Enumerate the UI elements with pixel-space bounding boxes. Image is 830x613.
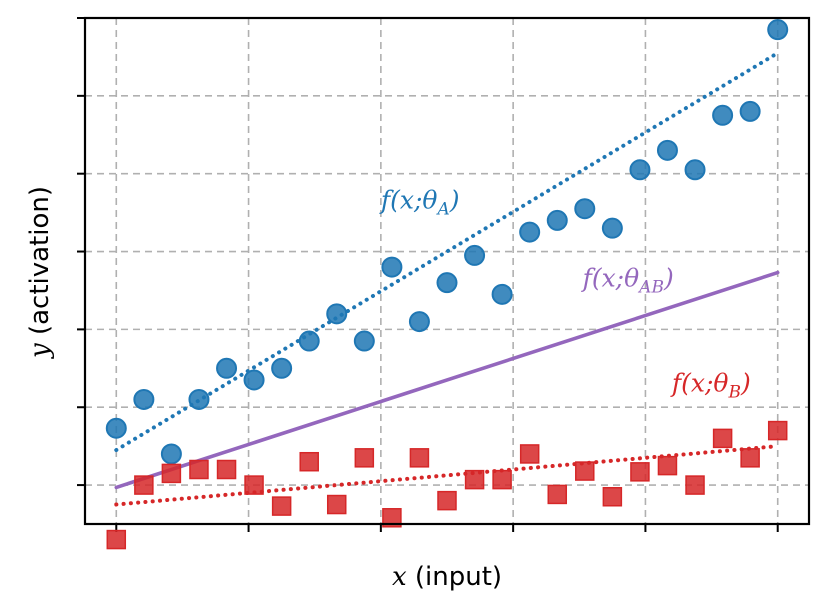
point-b-14 — [492, 469, 512, 490]
label-b-symbol: f(x; — [670, 369, 714, 398]
series-label-ab: f(x;θAB) — [581, 264, 674, 298]
grid — [85, 18, 809, 524]
point-b-7 — [299, 451, 319, 472]
point-a-17 — [574, 198, 596, 220]
point-a-2 — [160, 443, 182, 465]
svg-text:f(x;θA): f(x;θA) — [379, 186, 460, 220]
point-b-16 — [547, 484, 568, 505]
point-a-19 — [629, 159, 651, 181]
point-a-3 — [188, 388, 210, 410]
point-a-23 — [739, 100, 761, 122]
point-b-2 — [161, 463, 182, 484]
svg-text:f(x;θAB): f(x;θAB) — [581, 264, 674, 298]
point-a-5 — [243, 369, 265, 391]
point-b-13 — [464, 469, 485, 490]
y-axis-label: y (activation) — [25, 186, 55, 359]
x-axis-label: x (input) — [392, 562, 502, 592]
point-a-22 — [712, 104, 734, 126]
point-a-6 — [271, 357, 293, 379]
point-a-7 — [298, 330, 320, 352]
point-a-9 — [353, 330, 375, 352]
point-b-1 — [134, 475, 154, 495]
data-points — [105, 19, 789, 550]
point-b-15 — [519, 444, 540, 464]
label-b-close: ) — [740, 369, 751, 398]
point-a-0 — [105, 417, 127, 439]
point-a-12 — [436, 272, 458, 294]
label-a-theta: θ — [422, 186, 437, 215]
point-b-4 — [216, 459, 237, 480]
point-a-18 — [601, 217, 623, 239]
svg-text:f(x;θB): f(x;θB) — [670, 369, 751, 403]
point-b-23 — [740, 448, 760, 468]
point-b-6 — [271, 496, 292, 516]
fit-line-ab — [114, 270, 780, 490]
point-a-11 — [408, 311, 430, 333]
point-a-24 — [767, 19, 789, 41]
label-a-subscript: A — [435, 200, 449, 220]
point-b-5 — [244, 475, 264, 495]
point-b-0 — [106, 529, 127, 550]
point-a-1 — [133, 388, 155, 410]
point-a-13 — [464, 244, 486, 266]
point-b-19 — [630, 462, 650, 482]
label-ab-theta: θ — [624, 264, 639, 293]
point-b-10 — [382, 508, 402, 528]
series-label-b: f(x;θB) — [670, 369, 751, 403]
point-a-20 — [656, 139, 678, 161]
point-a-4 — [216, 357, 238, 379]
label-b-subscript: B — [727, 383, 741, 403]
label-ab-subscript: AB — [637, 278, 664, 298]
y-axis-symbol: y — [25, 343, 55, 359]
label-a-close: ) — [449, 186, 460, 215]
point-b-18 — [602, 487, 623, 507]
point-b-3 — [189, 459, 209, 480]
x-axis-text: (input) — [415, 562, 502, 592]
y-axis-text: (activation) — [25, 186, 55, 335]
point-a-14 — [491, 283, 513, 305]
plot-frame — [83, 16, 811, 526]
fit-line-a — [114, 51, 780, 453]
x-axis-symbol: x — [392, 562, 407, 592]
point-a-21 — [684, 159, 706, 181]
point-b-24 — [767, 420, 788, 441]
point-b-12 — [437, 490, 457, 511]
point-a-10 — [381, 256, 403, 278]
point-b-20 — [657, 455, 678, 476]
label-ab-close: ) — [663, 264, 674, 293]
point-b-9 — [354, 448, 375, 468]
point-a-15 — [519, 221, 541, 243]
point-b-17 — [575, 461, 595, 481]
point-b-8 — [326, 494, 347, 515]
label-a-symbol: f(x; — [379, 186, 423, 215]
point-b-22 — [712, 428, 733, 449]
point-b-21 — [685, 475, 705, 495]
point-b-11 — [409, 448, 430, 468]
series-label-a: f(x;θA) — [379, 186, 460, 220]
label-ab-symbol: f(x; — [581, 264, 625, 293]
point-a-16 — [546, 209, 568, 231]
point-a-8 — [326, 303, 348, 325]
label-b-theta: θ — [713, 369, 728, 398]
